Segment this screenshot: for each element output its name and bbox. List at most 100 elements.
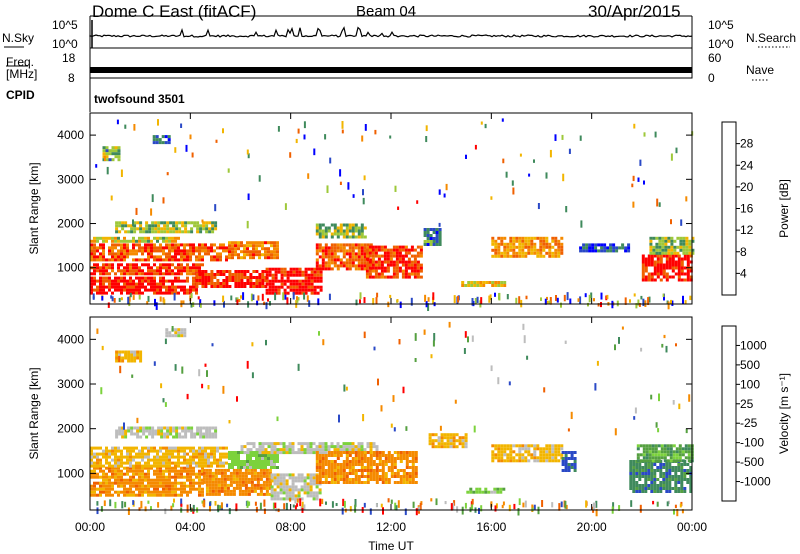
velocity-scatter	[103, 500, 106, 507]
velocity-cell	[132, 449, 135, 453]
velocity-cell	[99, 464, 102, 468]
cpid-label: CPID	[6, 88, 35, 102]
velocity-cell	[378, 475, 382, 478]
velocity-cell	[238, 486, 242, 490]
velocity-cell	[375, 445, 379, 449]
velocity-cell	[207, 455, 210, 459]
velocity-cell	[222, 464, 225, 468]
velocity-cell	[660, 453, 664, 457]
velocity-plot-frame	[89, 316, 693, 511]
velocity-cell	[196, 426, 200, 430]
velocity-cell	[186, 452, 189, 456]
velocity-cell	[654, 447, 658, 451]
power-cell	[114, 282, 117, 286]
power-cell	[111, 246, 114, 250]
velocity-cell	[243, 445, 247, 449]
velocity-cell	[129, 469, 132, 473]
power-cell	[202, 227, 206, 231]
power-cell	[377, 254, 381, 258]
velocity-cell	[96, 466, 99, 470]
power-cell	[363, 261, 367, 265]
power-cell	[145, 227, 149, 231]
velocity-cell	[126, 461, 129, 465]
power-cell	[192, 279, 195, 283]
velocity-cell	[142, 432, 146, 436]
power-cell	[153, 249, 156, 253]
velocity-cell	[500, 459, 504, 463]
velocity-cell	[312, 497, 316, 501]
velocity-cell	[396, 475, 400, 478]
velocity-cell	[318, 460, 322, 463]
power-cell	[438, 231, 442, 234]
power-cell	[186, 258, 189, 262]
power-scatter	[501, 118, 504, 122]
xtick-label: 00:00	[677, 520, 707, 534]
velocity-cell	[408, 460, 412, 463]
velocity-scatter	[634, 407, 637, 414]
velocity-cell	[333, 481, 337, 484]
velocity-colorbar-frame	[721, 325, 737, 502]
power-scatter	[242, 292, 245, 300]
power-cell	[649, 242, 653, 246]
power-cell	[330, 235, 334, 239]
velocity-cell	[282, 445, 286, 449]
power-cell	[141, 269, 144, 273]
velocity-cell	[168, 464, 171, 468]
velocity-cell	[196, 429, 200, 433]
power-cell	[310, 270, 314, 274]
velocity-cell	[108, 455, 111, 459]
power-cell	[315, 246, 319, 250]
power-cell	[691, 251, 695, 255]
power-cell	[90, 279, 93, 283]
velocity-cell	[348, 472, 352, 475]
velocity-cell	[259, 483, 263, 487]
velocity-cell	[232, 486, 236, 490]
power-cell	[652, 236, 656, 240]
velocity-cell	[402, 454, 406, 457]
power-cell	[685, 248, 689, 252]
velocity-cell	[294, 479, 298, 483]
velocity-cell	[135, 455, 138, 459]
velocity-cell	[458, 442, 462, 446]
power-cell	[204, 276, 208, 279]
velocity-cell	[315, 497, 319, 501]
velocity-cell	[561, 451, 565, 454]
velocity-cell	[411, 451, 415, 454]
power-cell	[360, 223, 364, 227]
power-cell	[668, 254, 672, 258]
velocity-cell	[126, 452, 129, 456]
velocity-scatter	[656, 501, 659, 507]
velocity-cell	[500, 450, 504, 454]
velocity-cell	[318, 448, 322, 452]
velocity-cell	[464, 433, 468, 437]
power-cell	[395, 254, 399, 258]
velocity-cell	[153, 455, 156, 459]
velocity-scatter	[463, 348, 466, 354]
power-cell	[163, 227, 167, 231]
velocity-cell	[171, 469, 174, 473]
power-cell	[318, 226, 322, 230]
velocity-cell	[414, 457, 418, 460]
velocity-cell	[105, 484, 108, 488]
power-cell	[383, 269, 387, 273]
power-cell	[196, 230, 200, 234]
velocity-cell	[240, 445, 244, 449]
velocity-cell	[165, 464, 168, 468]
velocity-scatter	[473, 425, 476, 433]
power-cell	[246, 282, 250, 285]
velocity-cell	[686, 469, 690, 472]
velocity-cell	[183, 446, 186, 450]
velocity-cell	[111, 484, 114, 488]
velocity-cell	[144, 455, 147, 459]
velocity-cell	[111, 466, 114, 470]
power-cell	[524, 242, 528, 246]
power-cell	[178, 221, 182, 225]
power-scatter	[277, 126, 280, 132]
velocity-cell	[390, 472, 394, 475]
velocity-cell	[333, 463, 337, 466]
velocity-cell	[493, 490, 497, 494]
power-cell	[283, 270, 287, 274]
velocity-cell	[117, 472, 120, 476]
power-cell	[392, 260, 396, 264]
power-cell	[304, 267, 308, 271]
